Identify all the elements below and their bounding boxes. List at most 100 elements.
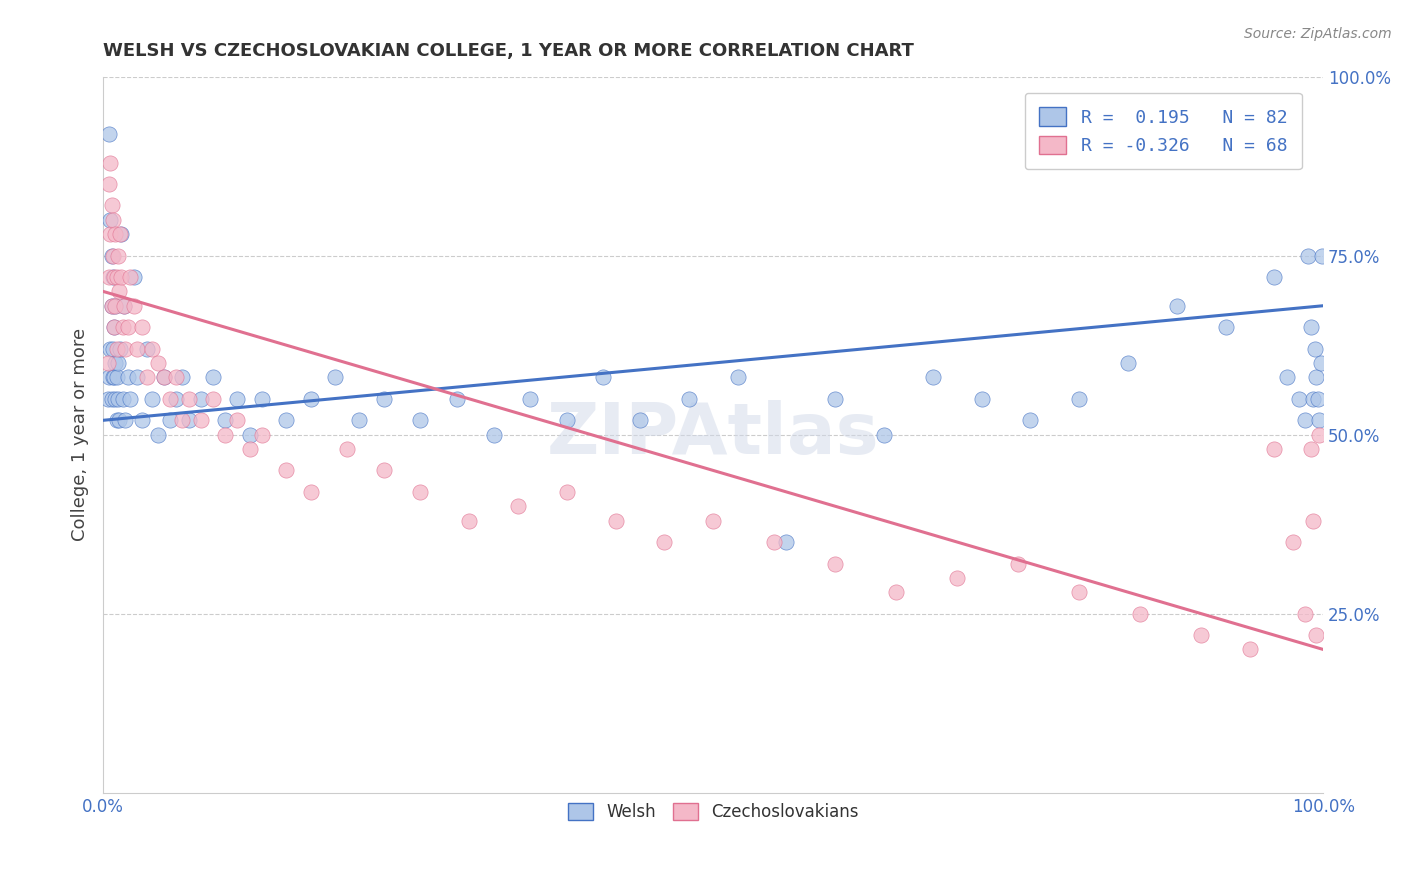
Point xyxy=(1310,249,1333,263)
Point xyxy=(101,342,124,356)
Point xyxy=(458,514,481,528)
Point xyxy=(127,342,149,356)
Text: ZIPAtlas: ZIPAtlas xyxy=(547,401,879,469)
Point xyxy=(136,342,159,356)
Point xyxy=(98,370,121,384)
Point xyxy=(1019,413,1042,427)
Point xyxy=(105,270,128,285)
Point xyxy=(98,177,121,191)
Point xyxy=(482,427,505,442)
Point xyxy=(1281,535,1303,549)
Point xyxy=(970,392,993,406)
Point xyxy=(131,413,153,427)
Point xyxy=(592,370,614,384)
Point xyxy=(519,392,541,406)
Point xyxy=(605,514,627,528)
Point xyxy=(409,484,432,499)
Point xyxy=(101,370,124,384)
Point xyxy=(103,320,125,334)
Point xyxy=(1308,392,1330,406)
Point xyxy=(238,442,260,456)
Point xyxy=(946,571,969,585)
Point xyxy=(100,155,122,169)
Point xyxy=(146,427,169,442)
Point xyxy=(226,413,249,427)
Point xyxy=(172,370,194,384)
Point xyxy=(506,500,529,514)
Point xyxy=(104,299,127,313)
Point xyxy=(101,270,124,285)
Point xyxy=(159,413,181,427)
Point xyxy=(555,484,578,499)
Point xyxy=(201,392,224,406)
Point xyxy=(678,392,700,406)
Point xyxy=(1166,299,1188,313)
Point xyxy=(127,370,149,384)
Point xyxy=(105,370,128,384)
Point xyxy=(103,370,125,384)
Point xyxy=(250,427,273,442)
Point xyxy=(409,413,432,427)
Point xyxy=(112,299,135,313)
Point xyxy=(824,557,846,571)
Point xyxy=(884,585,907,599)
Point xyxy=(214,427,236,442)
Point xyxy=(104,299,127,313)
Text: Source: ZipAtlas.com: Source: ZipAtlas.com xyxy=(1244,27,1392,41)
Point xyxy=(1129,607,1152,621)
Point xyxy=(146,356,169,370)
Point xyxy=(100,249,122,263)
Point xyxy=(165,392,187,406)
Point xyxy=(177,413,200,427)
Point xyxy=(1069,392,1091,406)
Point xyxy=(111,392,134,406)
Point xyxy=(110,227,132,241)
Point xyxy=(727,370,749,384)
Point xyxy=(108,413,131,427)
Point xyxy=(153,370,176,384)
Point xyxy=(238,427,260,442)
Point xyxy=(118,392,141,406)
Point xyxy=(349,413,371,427)
Point xyxy=(101,212,124,227)
Point xyxy=(1069,585,1091,599)
Point xyxy=(373,392,395,406)
Point xyxy=(98,127,121,141)
Point xyxy=(1302,514,1324,528)
Point xyxy=(172,413,194,427)
Y-axis label: College, 1 year or more: College, 1 year or more xyxy=(72,328,89,541)
Point xyxy=(177,392,200,406)
Point xyxy=(824,392,846,406)
Point xyxy=(250,392,273,406)
Point xyxy=(1263,442,1285,456)
Point xyxy=(141,392,163,406)
Point xyxy=(276,413,298,427)
Point xyxy=(108,342,131,356)
Point xyxy=(1294,607,1316,621)
Point xyxy=(1299,320,1322,334)
Point xyxy=(165,370,187,384)
Point xyxy=(190,413,212,427)
Point xyxy=(97,392,120,406)
Point xyxy=(226,392,249,406)
Point xyxy=(112,299,135,313)
Point xyxy=(446,392,468,406)
Point xyxy=(107,249,129,263)
Point xyxy=(555,413,578,427)
Point xyxy=(1239,642,1261,657)
Point xyxy=(921,370,943,384)
Point xyxy=(98,270,121,285)
Point xyxy=(104,227,127,241)
Point xyxy=(114,342,136,356)
Point xyxy=(110,270,132,285)
Point xyxy=(117,320,139,334)
Point xyxy=(652,535,675,549)
Point xyxy=(104,356,127,370)
Point xyxy=(323,370,346,384)
Point xyxy=(114,413,136,427)
Point xyxy=(100,212,122,227)
Point xyxy=(702,514,724,528)
Legend: Welsh, Czechoslovakians: Welsh, Czechoslovakians xyxy=(554,789,872,834)
Point xyxy=(190,392,212,406)
Point xyxy=(373,463,395,477)
